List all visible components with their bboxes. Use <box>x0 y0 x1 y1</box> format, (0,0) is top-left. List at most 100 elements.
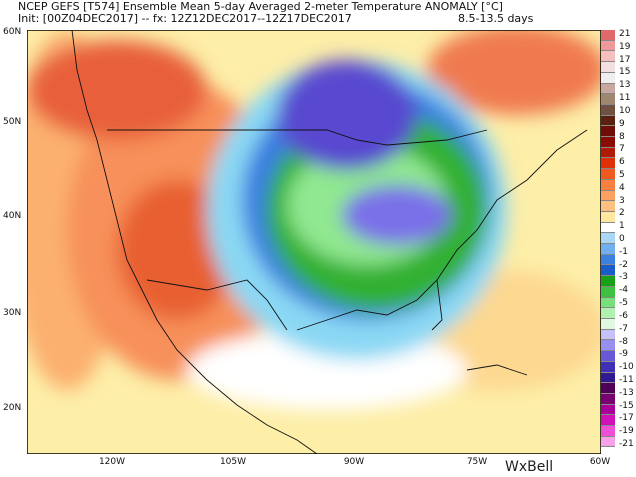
colorbar-segment <box>601 286 615 298</box>
colorbar-segment <box>601 426 615 437</box>
colorbar-segment <box>601 211 615 223</box>
colorbar-segment <box>601 158 615 170</box>
colorbar-segment <box>601 329 615 341</box>
colorbar-segment <box>601 169 615 180</box>
colorbar-segment <box>601 244 615 255</box>
wxbell-logo: WxBell <box>505 459 554 475</box>
colorbar-label: -5 <box>619 298 628 309</box>
colorbar <box>601 30 615 448</box>
colorbar-label: -2 <box>619 259 628 270</box>
colorbar-label: -13 <box>619 387 634 398</box>
colorbar-segment <box>601 126 615 138</box>
colorbar-label: 9 <box>619 118 625 129</box>
colorbar-segment <box>601 83 615 95</box>
colorbar-segment <box>601 104 615 116</box>
florida-coastline <box>431 279 443 331</box>
colorbar-segment <box>601 179 615 191</box>
colorbar-label: 3 <box>619 195 625 206</box>
colorbar-label: -7 <box>619 323 628 334</box>
colorbar-label: 2 <box>619 208 625 219</box>
colorbar-label: 10 <box>619 105 631 116</box>
colorbar-label: -8 <box>619 336 628 347</box>
coastlines-and-borders <box>71 30 588 454</box>
colorbar-label: -10 <box>619 362 634 373</box>
warm-anomaly-north-atlantic <box>427 30 601 115</box>
colorbar-segment <box>601 201 615 212</box>
lon-label: 105W <box>219 457 247 467</box>
colorbar-segment <box>601 351 615 362</box>
colorbar-label: 13 <box>619 80 631 91</box>
colorbar-label: -17 <box>619 413 634 424</box>
colorbar-segment <box>601 404 615 416</box>
cold-anomaly-core-north <box>277 60 417 170</box>
colorbar-segment <box>601 265 615 277</box>
colorbar-segment <box>601 393 615 405</box>
lon-label: 120W <box>98 457 126 467</box>
lat-label: 20N <box>3 403 22 413</box>
init-forecast-time: Init: [00Z04DEC2017] -- fx: 12Z12DEC2017… <box>18 12 352 25</box>
colorbar-segment <box>601 340 615 352</box>
lon-label: 90W <box>343 457 365 467</box>
lon-label: 60W <box>589 457 611 467</box>
colorbar-label: 21 <box>619 29 631 39</box>
cold-anomaly-core-ohio <box>342 185 452 245</box>
colorbar-label: 7 <box>619 144 625 155</box>
colorbar-label: -15 <box>619 400 634 411</box>
colorbar-label: -21 <box>619 439 634 449</box>
pacific-coastline <box>71 30 318 454</box>
colorbar-label: -3 <box>619 272 628 283</box>
forecast-range: 8.5-13.5 days <box>458 12 534 25</box>
colorbar-segment <box>601 51 615 63</box>
colorbar-segment <box>601 72 615 84</box>
colorbar-segment <box>601 318 615 330</box>
colorbar-label: 15 <box>619 67 631 78</box>
us-canada-border <box>107 129 488 146</box>
colorbar-label: -6 <box>619 310 628 321</box>
colorbar-segment <box>601 372 615 384</box>
colorbar-label: 19 <box>619 41 631 52</box>
colorbar-segment <box>601 383 615 394</box>
warm-anomaly-southwest <box>117 180 237 320</box>
cuba-coastline <box>466 364 528 376</box>
colorbar-segment <box>601 190 615 202</box>
colorbar-label: 6 <box>619 157 625 168</box>
colorbar-label: 1 <box>619 221 625 232</box>
colorbar-label: 8 <box>619 131 625 142</box>
colorbar-segment <box>601 94 615 105</box>
colorbar-segment <box>601 436 615 448</box>
colorbar-segment <box>601 147 615 159</box>
colorbar-segment <box>601 222 615 234</box>
colorbar-segment <box>601 40 615 52</box>
lat-label: 50N <box>3 117 22 127</box>
colorbar-label: 11 <box>619 93 631 104</box>
lat-label: 30N <box>3 308 22 318</box>
lat-label: 40N <box>3 211 22 221</box>
colorbar-segment <box>601 361 615 373</box>
colorbar-label: -1 <box>619 246 628 257</box>
colorbar-segment <box>601 30 615 41</box>
colorbar-segment <box>601 308 615 319</box>
colorbar-label: -4 <box>619 285 628 296</box>
colorbar-label: -11 <box>619 374 634 385</box>
colorbar-segment <box>601 62 615 73</box>
colorbar-segment <box>601 254 615 266</box>
warm-anomaly-canada <box>27 40 207 140</box>
lon-label: 75W <box>466 457 488 467</box>
colorbar-segment <box>601 415 615 427</box>
temperature-anomaly-map <box>27 30 601 454</box>
colorbar-segment <box>601 137 615 148</box>
colorbar-segment <box>601 233 615 245</box>
colorbar-label: 17 <box>619 54 631 65</box>
colorbar-label: 4 <box>619 182 625 193</box>
colorbar-label: 5 <box>619 169 625 180</box>
gulf-atlantic-coastline <box>296 129 588 331</box>
lat-label: 60N <box>3 27 22 37</box>
colorbar-label: -19 <box>619 426 634 437</box>
colorbar-segment <box>601 297 615 309</box>
colorbar-label: -9 <box>619 349 628 360</box>
us-mexico-border <box>146 279 288 331</box>
map-title: NCEP GEFS [T574] Ensemble Mean 5-day Ave… <box>18 0 503 13</box>
colorbar-segment <box>601 115 615 127</box>
colorbar-segment <box>601 276 615 287</box>
